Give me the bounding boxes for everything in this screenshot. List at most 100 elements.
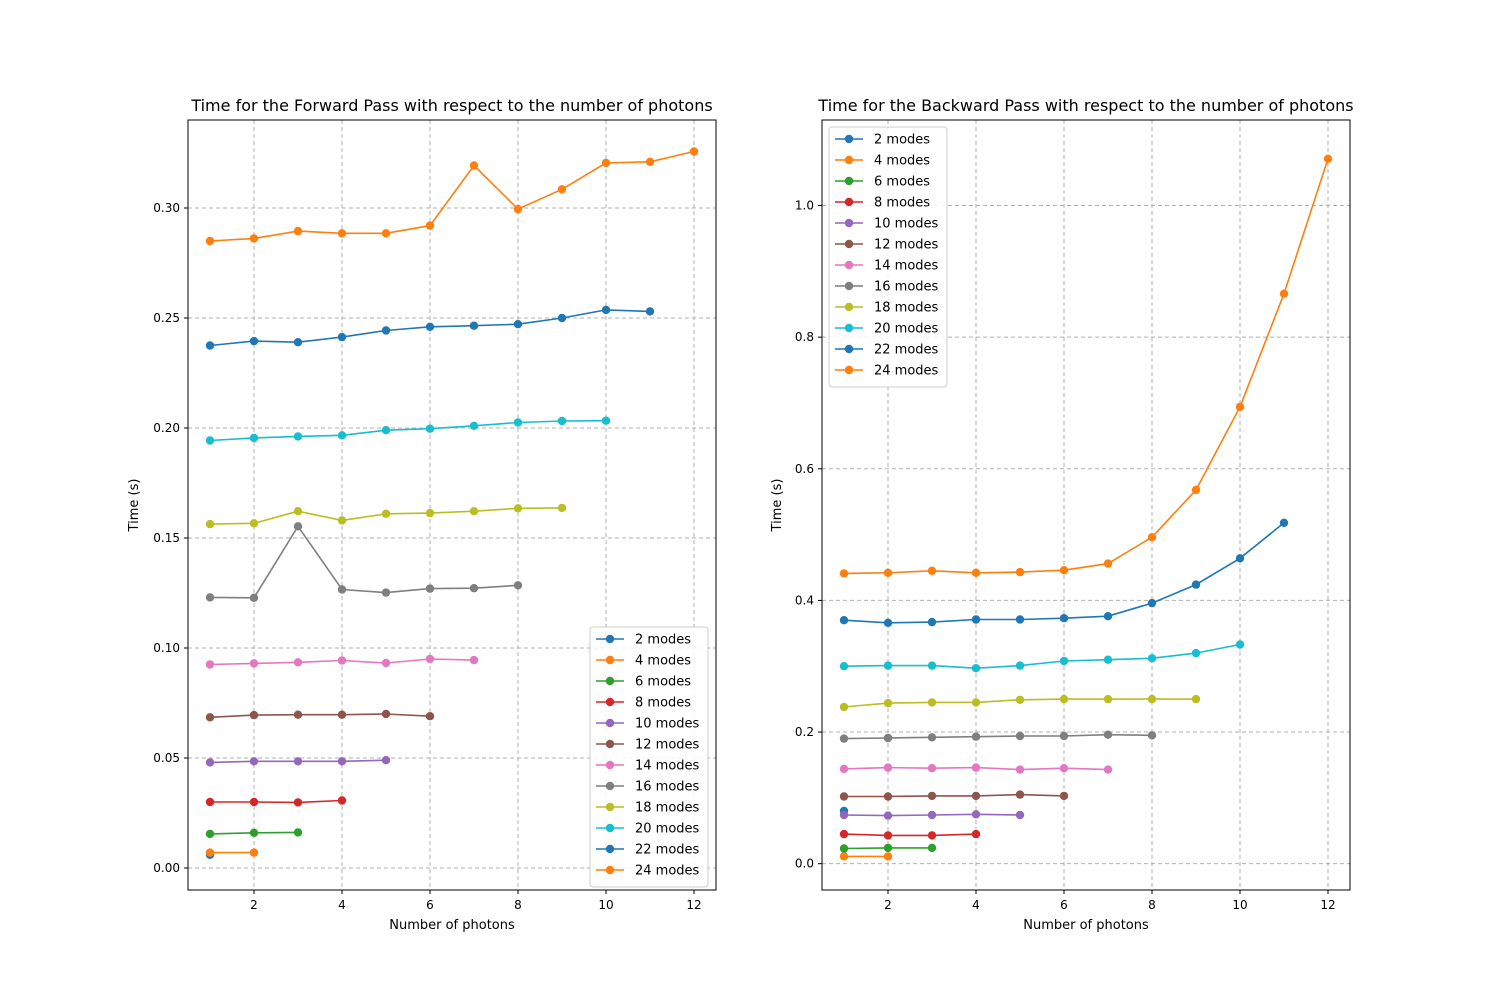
forward-pass-series [205,147,699,859]
data-point [1323,154,1333,163]
forward-pass-xtick-label: 2 [250,898,258,912]
legend-item: 2 modes [835,133,930,148]
backward-pass-ytick-label: 0.6 [795,462,814,476]
legend-marker [605,634,615,644]
data-point [927,698,937,707]
legend-item: 24 modes [835,364,939,379]
legend-item: 10 modes [596,717,700,732]
data-point [971,664,981,673]
data-point [971,829,981,839]
data-point [927,791,937,801]
legend-label: 4 modes [874,154,930,169]
legend-marker [605,739,615,749]
series-line [843,643,1241,670]
forward-pass-ytick-label: 0.15 [153,531,180,545]
data-point [971,698,981,707]
legend-item: 12 modes [596,738,700,753]
data-point [1191,694,1201,704]
forward-pass-series-16-modes [205,522,523,602]
backward-pass-series-14-modes [839,763,1113,774]
data-point [1015,731,1025,741]
legend-label: 6 modes [874,175,930,190]
legend-label: 16 modes [874,280,939,295]
legend-item: 4 modes [596,654,691,669]
forward-pass-xlabel: Number of photons [389,918,515,933]
backward-pass-xtick-label: 8 [1148,898,1156,912]
data-point [381,658,391,668]
data-point [839,852,849,861]
data-point [927,831,937,840]
series-line [843,833,977,837]
backward-pass-series-16-modes [839,730,1157,743]
data-point [971,791,981,801]
data-point [1059,764,1069,773]
data-point [381,229,391,238]
data-point [883,661,893,670]
data-point [205,848,215,857]
forward-pass-ytick-label: 0.00 [153,861,180,875]
data-point [1059,694,1069,704]
backward-pass-plot-frame [821,119,1351,891]
data-point [1103,765,1113,774]
forward-pass-ylabel: Time (s) [127,479,142,533]
legend-label: 8 modes [874,196,930,211]
data-point [513,418,523,427]
forward-pass-xtick-label: 12 [686,898,701,912]
legend-marker [605,865,615,875]
data-point [381,756,391,765]
series-line [844,793,1065,798]
forward-pass-series-22-modes [205,305,655,350]
data-point [1103,694,1113,704]
legend-label: 8 modes [635,696,691,711]
legend-label: 22 modes [874,343,939,358]
legend-marker [844,323,854,333]
forward-pass-chart: Time for the Forward Pass with respect t… [127,96,717,933]
legend-label: 2 modes [635,633,691,648]
forward-pass-ytick-label: 0.05 [153,751,180,765]
legend-marker [605,676,615,686]
data-point [205,660,215,669]
forward-pass-legend-box [589,626,709,888]
data-point [381,509,391,518]
data-point [883,843,893,853]
data-point [293,828,303,837]
legend-marker [605,781,615,791]
data-point [337,585,347,594]
data-point [1059,791,1069,801]
backward-pass-ytick-label: 0.4 [795,593,814,607]
legend-item: 8 modes [596,696,691,711]
forward-pass-series-6-modes [205,828,303,839]
backward-pass-chart: Time for the Backward Pass with respect … [770,96,1354,933]
data-point [883,831,893,840]
data-point [927,733,937,742]
data-point [293,338,303,347]
legend-label: 22 modes [635,843,700,858]
data-point [883,811,893,820]
legend-marker [844,218,854,228]
data-point [205,829,215,839]
data-point [249,797,259,807]
data-point [601,416,611,425]
backward-pass-legend-box [828,126,948,388]
data-point [425,508,435,518]
data-point [883,852,893,861]
data-point [205,758,215,767]
legend-marker [844,302,854,312]
legend-label: 6 modes [635,675,691,690]
data-point [971,763,981,772]
data-point [513,204,523,214]
data-point [513,581,523,590]
legend-item: 14 modes [835,259,939,274]
backward-pass-xtick-label: 6 [1060,898,1068,912]
legend-label: 18 modes [874,301,939,316]
data-point [293,798,303,807]
data-point [839,702,849,712]
data-point [1279,518,1289,527]
data-point [927,566,937,575]
legend-item: 6 modes [835,175,930,190]
data-point [883,698,893,708]
legend-item: 16 modes [596,780,700,795]
data-point [205,713,215,722]
data-point [469,507,479,516]
